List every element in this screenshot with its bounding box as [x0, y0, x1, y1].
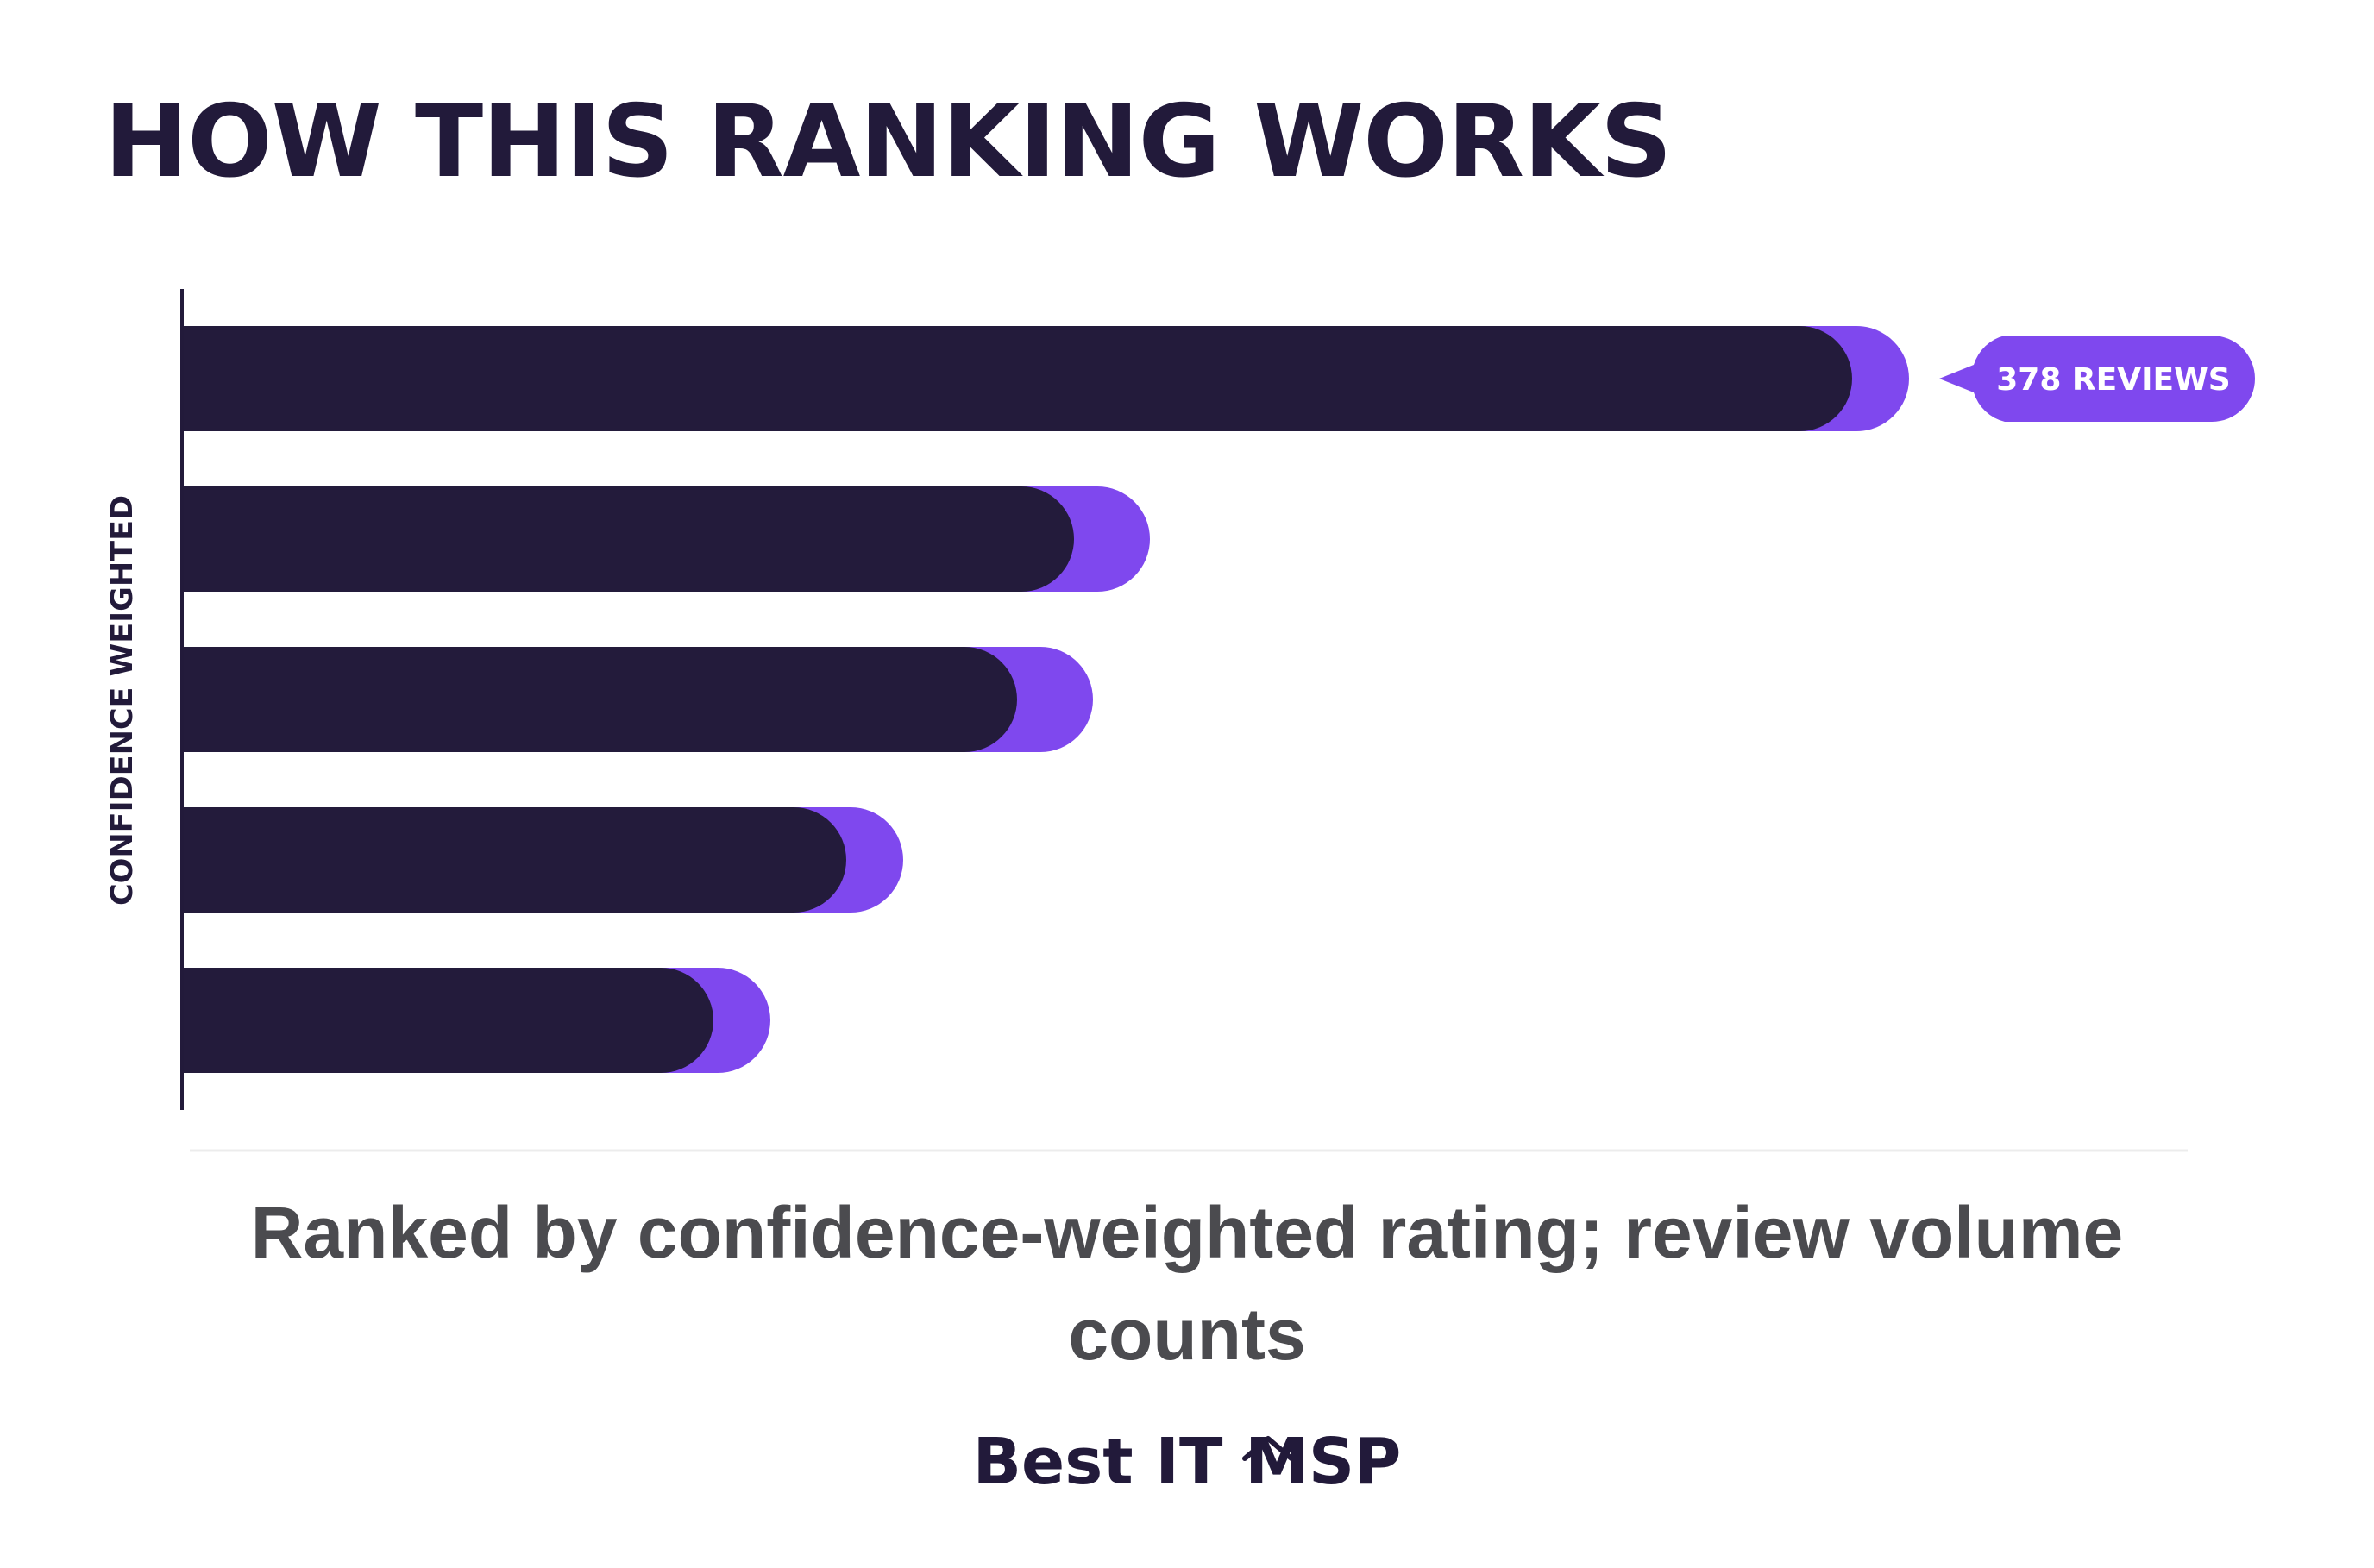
callout-bubble	[1939, 336, 2255, 422]
chart-caption: Ranked by confidence-weighted rating; re…	[250, 1192, 2124, 1375]
ranking-bar-chart: CONFIDENCE WEIGHTED 378 REVIEWS	[105, 289, 2255, 1152]
chevron-up-icon	[1242, 1436, 1294, 1461]
brand-logo: Best IT MSP	[972, 1425, 1402, 1499]
bar-5	[182, 968, 713, 1073]
bar-1	[182, 326, 1852, 431]
callout-label: 378 REVIEWS	[1996, 362, 2230, 398]
review-count-callout: 378 REVIEWS	[1939, 336, 2255, 422]
bar-4	[182, 807, 846, 913]
y-axis-label: CONFIDENCE WEIGHTED	[105, 495, 140, 906]
page-title: HOW THIS RANKING WORKS	[104, 84, 1673, 200]
bar-3	[182, 647, 1017, 752]
bar-2	[182, 486, 1074, 592]
bars-layer	[182, 326, 1909, 1073]
